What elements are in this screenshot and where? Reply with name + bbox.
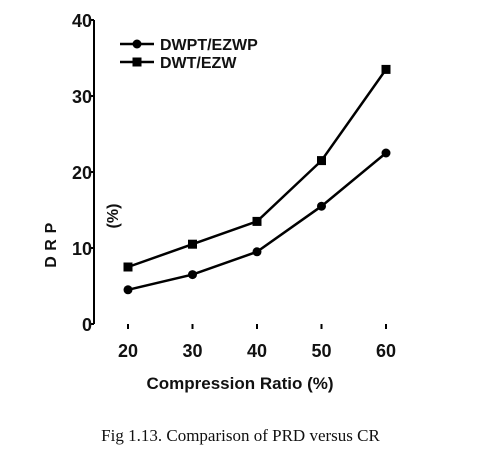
y-label-letter-r: R <box>43 239 60 251</box>
y-label-letter-p: P <box>43 222 60 233</box>
legend-square-marker-icon <box>132 57 142 67</box>
legend: DWPT/EZWP DWT/EZW <box>120 37 258 72</box>
y-label-letter-d: D <box>43 256 60 268</box>
y-label-unit: (%) <box>105 204 122 229</box>
data-point-square <box>317 156 326 166</box>
data-point-square <box>381 64 391 74</box>
y-tick-label: 0 <box>82 315 92 335</box>
series-group <box>123 64 391 295</box>
legend-label-dwpt-ezwp: DWPT/EZWP <box>160 37 258 54</box>
data-point-square <box>123 262 133 272</box>
x-axis-title: Compression Ratio (%) <box>146 374 333 393</box>
x-tick-label: 60 <box>376 341 396 361</box>
y-tick-label: 40 <box>72 11 92 31</box>
legend-label-dwt-ezw: DWT/EZW <box>160 55 237 72</box>
legend-item-dwt-ezw: DWT/EZW <box>120 55 237 72</box>
y-tick-label: 20 <box>72 163 92 183</box>
data-point-circle <box>188 270 197 280</box>
y-ticks: 0 10 20 30 40 <box>72 11 94 335</box>
y-tick-label: 10 <box>72 239 92 259</box>
data-point-circle <box>252 247 262 257</box>
x-tick-label: 50 <box>311 341 331 361</box>
x-tick-label: 20 <box>118 341 138 361</box>
x-ticks: 20 30 40 50 60 <box>118 324 396 361</box>
data-point-circle <box>381 148 391 158</box>
series-line-dwt-ezw <box>127 68 388 269</box>
data-point-square <box>252 216 262 226</box>
data-point-circle <box>317 201 326 211</box>
y-tick-label: 30 <box>72 87 92 107</box>
figure-caption: Fig 1.13. Comparison of PRD versus CR <box>101 426 380 445</box>
data-point-square <box>188 239 197 249</box>
legend-item-dwpt-ezwp: DWPT/EZWP <box>120 37 258 54</box>
y-axis-title: P R D (%) <box>43 204 122 268</box>
x-tick-label: 30 <box>182 341 202 361</box>
prd-vs-cr-chart: 0 10 20 30 40 20 30 40 50 60 Compression Ratio (… <box>43 11 396 393</box>
data-point-circle <box>123 285 133 295</box>
legend-circle-marker-icon <box>132 39 142 49</box>
x-tick-label: 40 <box>247 341 267 361</box>
